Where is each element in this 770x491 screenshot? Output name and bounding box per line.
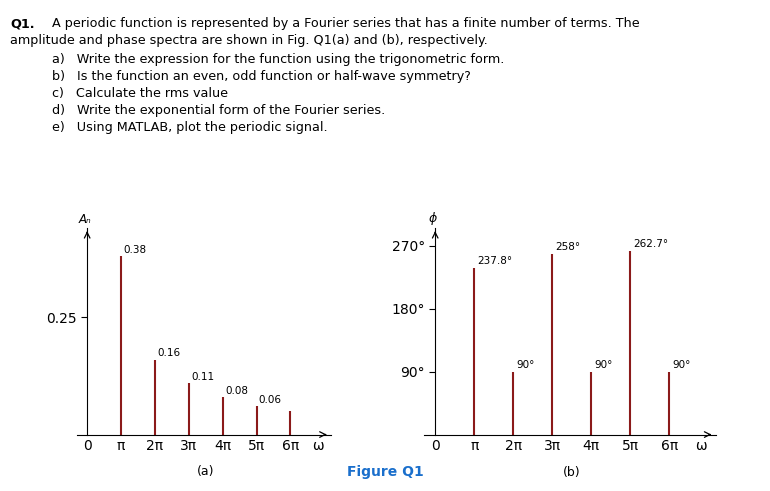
Text: 237.8°: 237.8°	[477, 256, 513, 266]
Text: (a): (a)	[197, 465, 215, 478]
Text: (b): (b)	[563, 466, 581, 479]
Text: 262.7°: 262.7°	[634, 239, 668, 249]
Text: 0.08: 0.08	[225, 385, 248, 396]
Text: 0.11: 0.11	[191, 372, 214, 382]
Text: 258°: 258°	[555, 242, 581, 252]
Text: 0.38: 0.38	[123, 245, 146, 255]
Text: a)   Write the expression for the function using the trigonometric form.: a) Write the expression for the function…	[52, 53, 505, 65]
Text: ϕ: ϕ	[429, 212, 437, 225]
Text: A periodic function is represented by a Fourier series that has a finite number : A periodic function is represented by a …	[52, 17, 640, 30]
Text: 0.06: 0.06	[259, 395, 282, 405]
Text: b)   Is the function an even, odd function or half-wave symmetry?: b) Is the function an even, odd function…	[52, 70, 471, 82]
Text: 90°: 90°	[517, 359, 534, 370]
Text: d)   Write the exponential form of the Fourier series.: d) Write the exponential form of the Fou…	[52, 104, 386, 117]
Text: 90°: 90°	[594, 359, 613, 370]
Text: amplitude and phase spectra are shown in Fig. Q1(a) and (b), respectively.: amplitude and phase spectra are shown in…	[10, 34, 487, 47]
Text: Figure Q1: Figure Q1	[346, 464, 424, 479]
Text: c)   Calculate the rms value: c) Calculate the rms value	[52, 87, 229, 100]
Text: e)   Using MATLAB, plot the periodic signal.: e) Using MATLAB, plot the periodic signa…	[52, 121, 328, 134]
Text: Q1.: Q1.	[10, 17, 35, 30]
Text: Aₙ: Aₙ	[79, 213, 92, 226]
Text: 0.16: 0.16	[157, 348, 180, 358]
Text: 90°: 90°	[672, 359, 691, 370]
